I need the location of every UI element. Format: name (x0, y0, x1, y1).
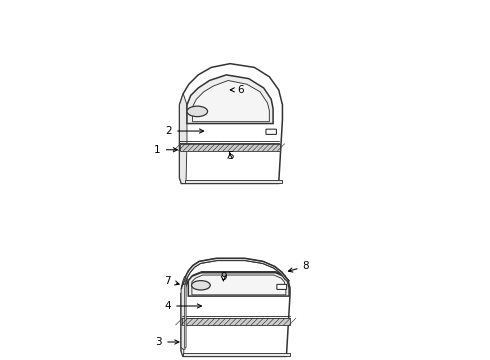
Polygon shape (185, 180, 282, 184)
Text: 6: 6 (230, 85, 244, 95)
Text: 3: 3 (156, 337, 179, 347)
Text: 7: 7 (165, 276, 179, 286)
Polygon shape (192, 275, 286, 295)
Text: 5: 5 (227, 151, 233, 161)
Polygon shape (181, 272, 290, 356)
Polygon shape (183, 258, 289, 284)
Text: 1: 1 (154, 145, 177, 155)
FancyBboxPatch shape (266, 129, 276, 134)
Polygon shape (179, 94, 187, 184)
Polygon shape (181, 276, 185, 289)
Text: 4: 4 (165, 301, 201, 311)
Polygon shape (181, 289, 185, 356)
Polygon shape (185, 278, 187, 347)
Ellipse shape (187, 106, 208, 117)
FancyBboxPatch shape (277, 284, 287, 289)
Polygon shape (179, 64, 282, 184)
Polygon shape (183, 353, 290, 356)
Polygon shape (188, 273, 289, 296)
Polygon shape (182, 318, 291, 325)
Ellipse shape (192, 281, 210, 290)
Text: 2: 2 (165, 126, 204, 136)
Text: 8: 8 (289, 261, 309, 272)
Text: 9: 9 (220, 272, 227, 282)
Polygon shape (193, 81, 270, 122)
Polygon shape (181, 278, 187, 349)
Polygon shape (187, 75, 273, 123)
Polygon shape (180, 144, 280, 151)
